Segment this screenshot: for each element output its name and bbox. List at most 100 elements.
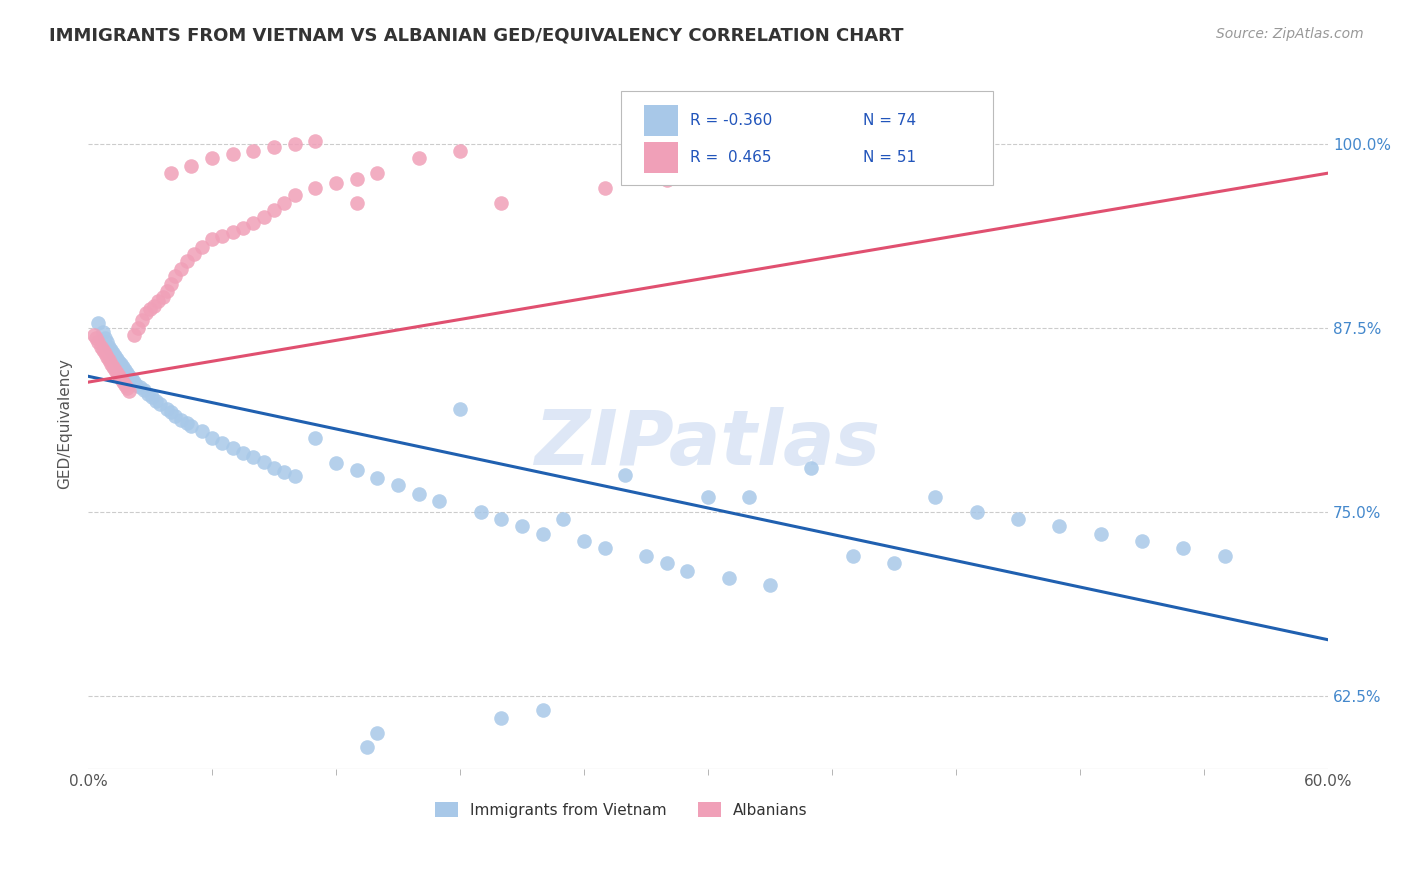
Point	[91, 325, 114, 339]
Point	[366, 725, 388, 739]
Point	[163, 269, 186, 284]
Point	[91, 343, 114, 357]
Text: R =  0.465: R = 0.465	[689, 151, 770, 165]
Point	[159, 404, 181, 418]
Point	[104, 363, 127, 377]
Point	[180, 419, 202, 434]
Point	[117, 381, 139, 395]
Point	[125, 378, 148, 392]
Point	[593, 181, 616, 195]
Point	[143, 299, 166, 313]
Point	[717, 571, 740, 585]
Point	[366, 471, 388, 485]
Point	[883, 556, 905, 570]
Point	[304, 181, 326, 195]
Point	[211, 435, 233, 450]
Point	[118, 369, 141, 384]
Point	[263, 202, 285, 217]
Point	[176, 254, 198, 268]
Point	[222, 147, 245, 161]
Point	[1130, 534, 1153, 549]
Point	[156, 284, 179, 298]
Point	[1007, 512, 1029, 526]
Point	[676, 564, 699, 578]
Point	[139, 301, 162, 316]
Point	[325, 177, 347, 191]
Point	[242, 144, 264, 158]
Point	[366, 166, 388, 180]
Point	[135, 306, 157, 320]
Point	[222, 225, 245, 239]
Point	[122, 375, 145, 389]
Point	[263, 460, 285, 475]
Text: Source: ZipAtlas.com: Source: ZipAtlas.com	[1216, 27, 1364, 41]
FancyBboxPatch shape	[621, 91, 994, 185]
Point	[572, 534, 595, 549]
Point	[127, 320, 149, 334]
Point	[593, 541, 616, 556]
Point	[408, 487, 430, 501]
Text: N = 74: N = 74	[863, 113, 917, 128]
Point	[356, 740, 378, 755]
Point	[924, 490, 946, 504]
Point	[201, 431, 224, 445]
Point	[93, 331, 115, 345]
Point	[87, 335, 110, 350]
Point	[1090, 526, 1112, 541]
Point	[97, 353, 120, 368]
Point	[510, 519, 533, 533]
FancyBboxPatch shape	[644, 105, 678, 136]
Point	[170, 261, 193, 276]
Text: N = 51: N = 51	[863, 151, 917, 165]
Point	[96, 335, 118, 350]
Point	[152, 290, 174, 304]
Point	[110, 358, 132, 372]
Point	[697, 490, 720, 504]
Point	[325, 456, 347, 470]
Point	[100, 358, 122, 372]
Point	[284, 469, 307, 483]
Point	[346, 172, 368, 186]
Point	[842, 549, 865, 563]
Point	[105, 367, 128, 381]
Point	[800, 460, 823, 475]
Point	[108, 369, 131, 384]
Point	[531, 703, 554, 717]
Point	[163, 409, 186, 423]
Point	[183, 247, 205, 261]
Point	[253, 211, 276, 225]
Point	[636, 549, 658, 563]
Point	[211, 229, 233, 244]
Point	[253, 455, 276, 469]
Legend: Immigrants from Vietnam, Albanians: Immigrants from Vietnam, Albanians	[429, 796, 814, 824]
Point	[176, 417, 198, 431]
Point	[108, 354, 131, 368]
Point	[112, 375, 135, 389]
Point	[655, 173, 678, 187]
Point	[101, 360, 124, 375]
Point	[132, 383, 155, 397]
Point	[655, 556, 678, 570]
Point	[149, 397, 172, 411]
Point	[759, 578, 782, 592]
Point	[97, 340, 120, 354]
Point	[346, 195, 368, 210]
Point	[121, 372, 143, 386]
Point	[141, 390, 163, 404]
Point	[408, 152, 430, 166]
Point	[191, 424, 214, 438]
Point	[148, 294, 170, 309]
Point	[491, 711, 513, 725]
Text: IMMIGRANTS FROM VIETNAM VS ALBANIAN GED/EQUIVALENCY CORRELATION CHART: IMMIGRANTS FROM VIETNAM VS ALBANIAN GED/…	[49, 27, 904, 45]
Point	[304, 134, 326, 148]
Point	[222, 442, 245, 456]
Point	[156, 401, 179, 416]
Point	[531, 526, 554, 541]
Point	[191, 240, 214, 254]
Point	[232, 220, 254, 235]
Point	[86, 331, 108, 345]
Point	[449, 401, 471, 416]
Text: ZIPatlas: ZIPatlas	[536, 407, 882, 481]
Point	[232, 446, 254, 460]
Point	[93, 345, 115, 359]
